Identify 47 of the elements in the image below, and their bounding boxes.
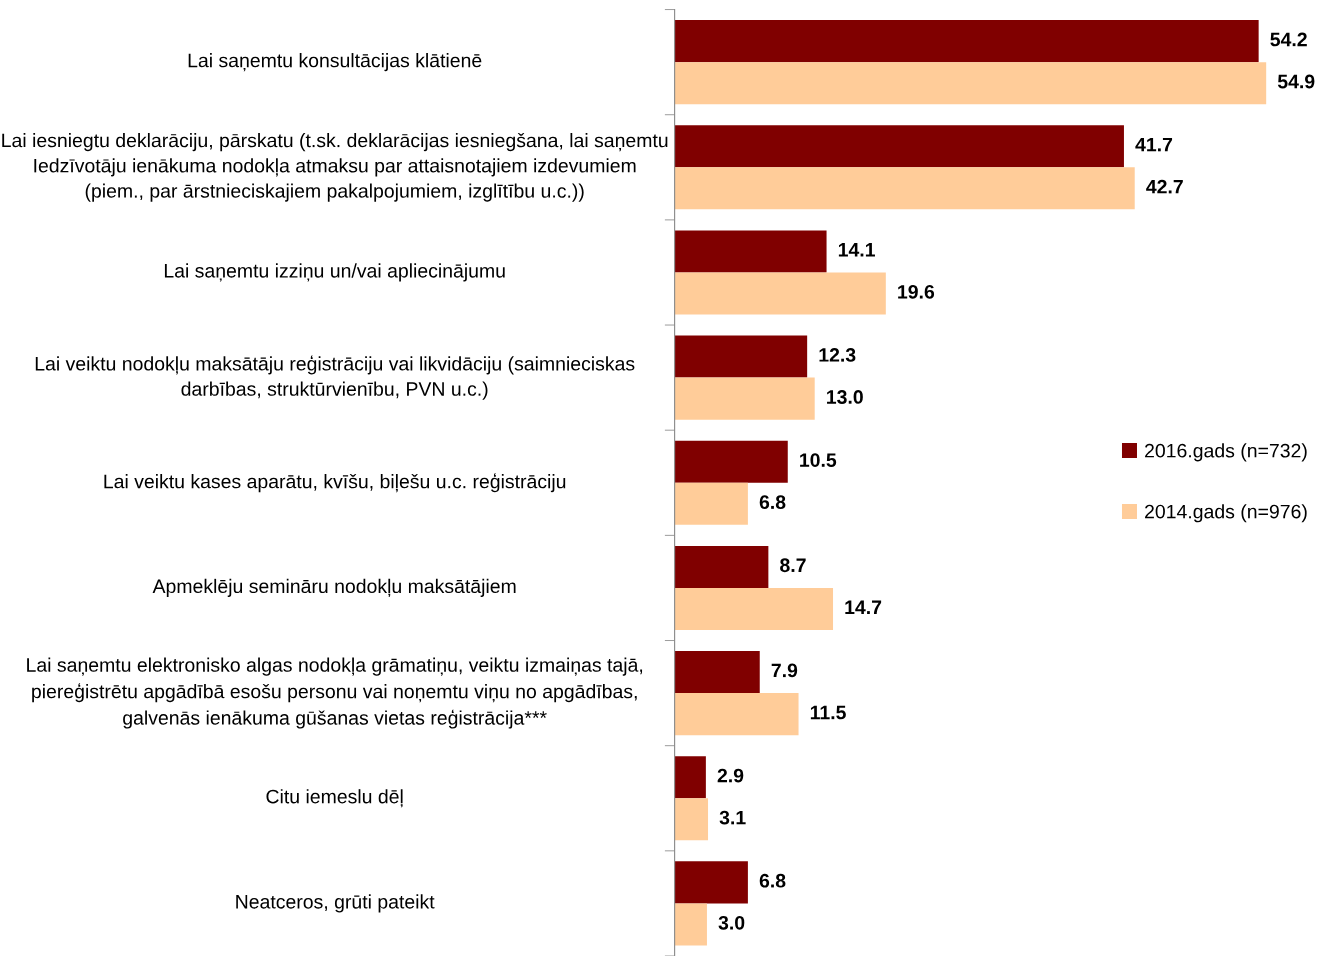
bar (674, 230, 827, 273)
bar (674, 167, 1135, 210)
y-tick-label: Lai veiktu nodokļu maksātāju reģistrāciju vai likvidāciju (saimnieciskas darbības, struktūrvienību, PVN u.c.) (35, 355, 635, 400)
data-label: 6.8 (759, 873, 786, 888)
bar (674, 335, 808, 378)
y-tick-label: Lai saņemtu izziņu un/vai apliecinājumu (164, 263, 505, 282)
bar (674, 693, 799, 736)
data-label: 3.1 (719, 810, 746, 825)
y-tick-label: Lai saņemtu konsultācijas klātienē (188, 53, 482, 72)
data-label: 12.3 (819, 348, 856, 362)
legend-label: 2016.gads (n=732) (1145, 443, 1307, 462)
bar (674, 903, 707, 946)
bar (674, 272, 886, 315)
data-label: 14.7 (845, 600, 882, 614)
y-tick-label: Neatceros, grūti pateikt (236, 894, 435, 913)
bar (674, 587, 834, 630)
bar (674, 62, 1267, 105)
data-label: 11.5 (810, 705, 846, 720)
y-tick-label: Citu iemeslu dēļ (266, 789, 403, 808)
bar (674, 377, 815, 420)
bar (674, 125, 1124, 168)
data-label: 42.7 (1146, 179, 1183, 194)
y-tick-label: Lai iesniegtu deklarāciju, pārskatu (t.sk. deklarācijas iesniegšana, lai saņemtu Iedzīvotāju ienākuma nodokļa atmaksu par attaisnotajiem izdevumiem (piem., par ārstnieciskajiem pakalpojumiem, izglītību u.c.)) (2, 132, 668, 202)
data-label: 19.6 (898, 284, 935, 299)
data-label: 14.1 (838, 243, 875, 257)
bar (674, 545, 769, 588)
bar (674, 20, 1259, 63)
data-label: 41.7 (1135, 137, 1173, 152)
bar (674, 440, 788, 483)
bar (674, 861, 748, 904)
data-label: 2.9 (717, 768, 744, 783)
data-label: 6.8 (759, 495, 786, 510)
bar (674, 482, 748, 525)
bar (674, 756, 706, 799)
data-label: 10.5 (800, 453, 837, 467)
data-label: 54.2 (1270, 32, 1307, 47)
data-label: 8.7 (780, 558, 806, 573)
data-label: 7.9 (771, 663, 798, 678)
bar (674, 798, 709, 841)
data-label: 3.0 (718, 915, 745, 930)
data-label: 13.0 (827, 390, 863, 404)
legend-label: 2014.gads (n=976) (1145, 504, 1307, 523)
y-tick-label: Lai saņemtu elektronisko algas nodokļa grāmatiņu, veiktu izmaiņas tajā, piereģistrētu apgādībā esošu personu vai noņemtu viņu no apgādības, galvenās ienākuma gūšanas vietas reģistrācija*** (27, 657, 643, 729)
data-label: 54.9 (1277, 74, 1315, 89)
y-tick-label: Lai veiktu kases aparātu, kvīšu, biļešu u.c. reģistrāciju (104, 473, 566, 493)
y-tick-label: Apmeklēju semināru nodokļu maksātājiem (152, 578, 516, 598)
bar (674, 651, 760, 694)
